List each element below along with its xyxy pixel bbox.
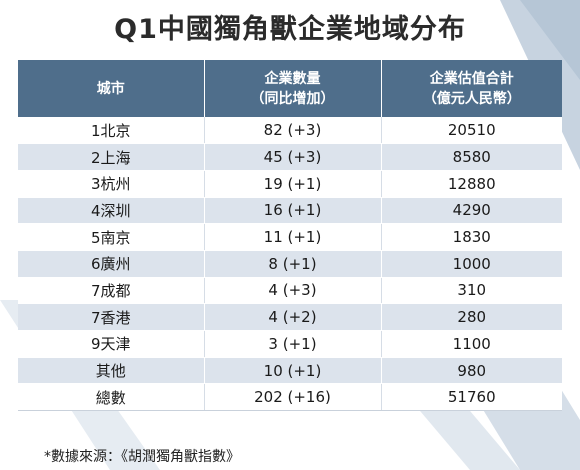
header-count-line1: 企業數量 [264, 70, 321, 87]
table-row: 5南京 11 (+1) 1830 [18, 223, 562, 251]
cell-city: 5南京 [18, 223, 205, 251]
stripe-shape [440, 0, 580, 170]
cell-value: 980 [381, 357, 562, 385]
cell-count: 4 (+2) [204, 303, 382, 331]
data-table: 城市 企業數量 （同比增加） 企業估值合計 （億元人民幣） 1北京 82 (+3)… [18, 60, 562, 412]
cell-count: 10 (+1) [204, 357, 382, 385]
chart-title: Q1中國獨角獸企業地域分布 [114, 14, 466, 45]
table-row: 9天津 3 (+1) 1100 [18, 330, 562, 358]
cell-count: 16 (+1) [204, 197, 382, 225]
cell-city: 其他 [18, 357, 205, 385]
cell-city: 7香港 [18, 303, 205, 331]
header-city: 城市 [18, 60, 205, 117]
cell-value: 280 [381, 303, 562, 331]
cell-value: 1830 [381, 223, 562, 251]
cell-count: 82 (+3) [204, 117, 382, 145]
table-row-total: 總數 202 (+16) 51760 [18, 383, 562, 412]
table-row: 3杭州 19 (+1) 12880 [18, 170, 562, 198]
table-row: 1北京 82 (+3) 20510 [18, 117, 562, 145]
cell-city: 9天津 [18, 330, 205, 358]
cell-value: 12880 [381, 170, 562, 198]
header-count: 企業數量 （同比增加） [204, 60, 382, 117]
cell-count: 202 (+16) [204, 383, 382, 412]
cell-count: 45 (+3) [204, 143, 382, 171]
header-count-line2: （同比增加） [250, 90, 335, 107]
cell-value: 4290 [381, 197, 562, 225]
cell-count: 19 (+1) [204, 170, 382, 198]
table-row: 7成都 4 (+3) 310 [18, 277, 562, 305]
header-value-line1: 企業估值合計 [429, 70, 514, 87]
cell-city: 3杭州 [18, 170, 205, 198]
cell-value: 1100 [381, 330, 562, 358]
cell-count: 11 (+1) [204, 223, 382, 251]
table-header-row: 城市 企業數量 （同比增加） 企業估值合計 （億元人民幣） [18, 60, 562, 117]
cell-city: 1北京 [18, 117, 205, 145]
cell-city: 7成都 [18, 277, 205, 305]
cell-value: 51760 [381, 383, 562, 412]
cell-value: 20510 [381, 117, 562, 145]
cell-count: 4 (+3) [204, 277, 382, 305]
cell-city: 總數 [18, 383, 205, 412]
table-row: 4深圳 16 (+1) 4290 [18, 197, 562, 225]
cell-value: 1000 [381, 250, 562, 278]
table-row: 6廣州 8 (+1) 1000 [18, 250, 562, 278]
cell-count: 3 (+1) [204, 330, 382, 358]
table-row: 2上海 45 (+3) 8580 [18, 143, 562, 171]
header-value: 企業估值合計 （億元人民幣） [381, 60, 562, 117]
table-row: 7香港 4 (+2) 280 [18, 303, 562, 331]
stripe-shape [520, 0, 580, 80]
header-value-line2: （億元人民幣） [422, 90, 521, 107]
cell-city: 2上海 [18, 143, 205, 171]
cell-value: 310 [381, 277, 562, 305]
cell-count: 8 (+1) [204, 250, 382, 278]
cell-city: 6廣州 [18, 250, 205, 278]
table-row: 其他 10 (+1) 980 [18, 357, 562, 385]
cell-value: 8580 [381, 143, 562, 171]
header-city-label: 城市 [96, 80, 125, 97]
source-note: *數據來源：《胡潤獨角獸指數》 [44, 449, 240, 465]
cell-city: 4深圳 [18, 197, 205, 225]
